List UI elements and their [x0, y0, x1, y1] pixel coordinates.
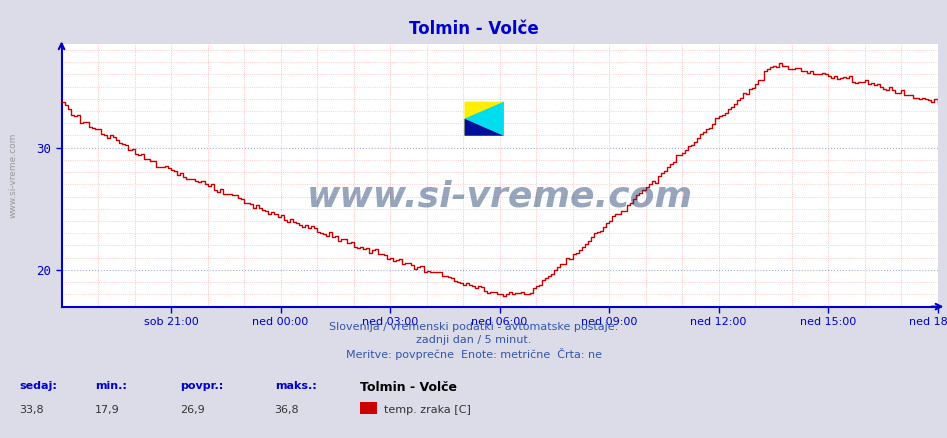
Text: 33,8: 33,8 [19, 405, 44, 415]
Text: povpr.:: povpr.: [180, 381, 223, 391]
Text: 17,9: 17,9 [95, 405, 119, 415]
Text: Tolmin - Volče: Tolmin - Volče [360, 381, 456, 394]
Text: sedaj:: sedaj: [19, 381, 57, 391]
Text: zadnji dan / 5 minut.: zadnji dan / 5 minut. [416, 335, 531, 345]
Text: maks.:: maks.: [275, 381, 316, 391]
Polygon shape [465, 119, 504, 136]
Text: min.:: min.: [95, 381, 127, 391]
Text: www.si-vreme.com: www.si-vreme.com [307, 179, 692, 213]
Text: Tolmin - Volče: Tolmin - Volče [408, 20, 539, 38]
Text: 36,8: 36,8 [275, 405, 299, 415]
Text: www.si-vreme.com: www.si-vreme.com [9, 133, 18, 218]
Polygon shape [465, 102, 504, 136]
Polygon shape [465, 102, 504, 136]
Text: temp. zraka [C]: temp. zraka [C] [384, 405, 471, 415]
Text: Meritve: povprečne  Enote: metrične  Črta: ne: Meritve: povprečne Enote: metrične Črta:… [346, 348, 601, 360]
Text: 26,9: 26,9 [180, 405, 205, 415]
Text: Slovenija / vremenski podatki - avtomatske postaje.: Slovenija / vremenski podatki - avtomats… [329, 322, 618, 332]
